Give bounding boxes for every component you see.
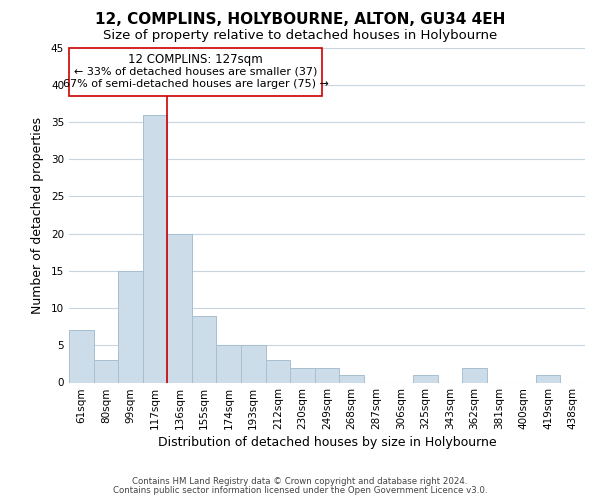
Bar: [339, 375, 364, 382]
Bar: [413, 375, 437, 382]
Bar: [315, 368, 339, 382]
Bar: [118, 271, 143, 382]
X-axis label: Distribution of detached houses by size in Holybourne: Distribution of detached houses by size …: [158, 436, 496, 450]
Bar: [192, 316, 217, 382]
Text: Contains public sector information licensed under the Open Government Licence v3: Contains public sector information licen…: [113, 486, 487, 495]
Bar: [167, 234, 192, 382]
Bar: [69, 330, 94, 382]
Text: Contains HM Land Registry data © Crown copyright and database right 2024.: Contains HM Land Registry data © Crown c…: [132, 477, 468, 486]
Bar: [217, 346, 241, 383]
Y-axis label: Number of detached properties: Number of detached properties: [31, 116, 44, 314]
Text: 67% of semi-detached houses are larger (75) →: 67% of semi-detached houses are larger (…: [62, 79, 328, 89]
FancyBboxPatch shape: [69, 48, 322, 96]
Bar: [536, 375, 560, 382]
Bar: [266, 360, 290, 382]
Text: Size of property relative to detached houses in Holybourne: Size of property relative to detached ho…: [103, 29, 497, 42]
Bar: [241, 346, 266, 383]
Text: ← 33% of detached houses are smaller (37): ← 33% of detached houses are smaller (37…: [74, 66, 317, 76]
Bar: [462, 368, 487, 382]
Bar: [94, 360, 118, 382]
Bar: [290, 368, 315, 382]
Text: 12, COMPLINS, HOLYBOURNE, ALTON, GU34 4EH: 12, COMPLINS, HOLYBOURNE, ALTON, GU34 4E…: [95, 12, 505, 28]
Bar: [143, 114, 167, 382]
Text: 12 COMPLINS: 127sqm: 12 COMPLINS: 127sqm: [128, 52, 263, 66]
